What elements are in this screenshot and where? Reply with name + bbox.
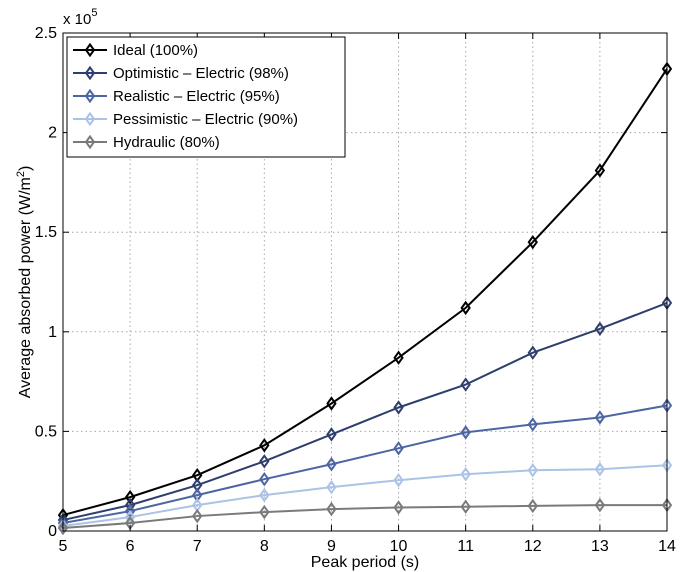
data-point: [259, 487, 270, 503]
data-point: [594, 497, 606, 513]
data-point: [259, 504, 270, 520]
legend-swatch-marker: [84, 65, 96, 81]
x-tick-label: 14: [658, 538, 676, 555]
series-line: [62, 504, 667, 530]
data-point: [527, 498, 538, 514]
data-point: [594, 410, 606, 425]
x-tick-label: 10: [390, 538, 408, 555]
data-point: [259, 454, 270, 469]
series-3: [57, 398, 673, 531]
data-point: [326, 479, 337, 495]
data-point: [594, 462, 606, 477]
data-point: [393, 400, 404, 415]
legend-swatch-marker: [84, 134, 96, 150]
y-axis-label-superscript: 2: [15, 171, 27, 177]
y-tick-label: 1: [48, 324, 57, 341]
legend-swatch-marker: [84, 88, 96, 104]
y-axis-label-close: ): [17, 166, 34, 171]
legend-entry: Hydraulic (80%): [73, 134, 220, 151]
data-point: [527, 345, 538, 360]
x-tick-label: 6: [126, 538, 135, 555]
data-point: [393, 441, 404, 456]
legend-entry: Realistic – Electric (95%): [73, 88, 280, 105]
data-point: [460, 300, 471, 316]
legend-entry: Optimistic – Electric (98%): [73, 65, 289, 82]
y-tick-label: 2.5: [35, 25, 57, 42]
series-line: [62, 464, 668, 528]
legend-swatch-marker: [84, 42, 96, 58]
data-point: [527, 463, 538, 478]
series-2: [57, 295, 673, 528]
x-tick-label: 7: [193, 538, 202, 555]
data-point: [192, 508, 203, 524]
data-point: [460, 425, 471, 440]
x-tick-label: 5: [59, 538, 68, 555]
x-tick-label: 8: [260, 538, 269, 555]
data-point: [57, 518, 69, 534]
data-point: [393, 472, 404, 488]
x-tick-label: 11: [457, 538, 474, 555]
series-layer: [57, 61, 673, 536]
data-point: [460, 499, 471, 514]
data-point: [393, 500, 404, 515]
data-point: [527, 234, 538, 250]
data-point: [259, 471, 270, 487]
series-line: [62, 68, 668, 517]
legend-swatch-marker: [84, 111, 96, 127]
legend-label: Hydraulic (80%): [113, 134, 220, 151]
y-tick-label: 1.5: [35, 224, 57, 241]
legend-label: Pessimistic – Electric (90%): [113, 111, 298, 128]
legend-box: [66, 36, 346, 158]
legend-entry: Pessimistic – Electric (90%): [73, 111, 298, 128]
y-multiplier-exponent: 5: [91, 7, 97, 19]
legend-entry: Ideal (100%): [73, 42, 198, 59]
legend-label: Ideal (100%): [113, 42, 198, 59]
data-point: [594, 163, 606, 178]
x-axis-label: Peak period (s): [311, 554, 420, 571]
series-line: [62, 301, 668, 522]
data-point: [594, 321, 606, 337]
data-point: [326, 396, 337, 411]
x-tick-label: 9: [327, 538, 336, 555]
y-axis-label: Average absorbed power (W/m2): [15, 166, 34, 399]
series-line: [62, 404, 668, 525]
data-point: [527, 417, 538, 432]
x-tick-labels: 5 6 7 8 9 10 11 12 13 14: [59, 538, 676, 555]
data-point: [326, 501, 337, 517]
data-point: [124, 489, 136, 505]
data-point: [393, 350, 404, 365]
data-point: [326, 427, 337, 442]
legend-label: Optimistic – Electric (98%): [113, 65, 289, 82]
data-point: [326, 457, 337, 472]
data-point: [57, 520, 69, 536]
y-tick-label: 0.5: [35, 423, 57, 440]
y-multiplier-label: x 105: [63, 7, 97, 28]
x-tick-label: 12: [524, 538, 542, 555]
series-4: [57, 458, 673, 534]
y-tick-labels: 0 0.5 1 1.5 2 2.5: [35, 25, 57, 540]
data-point: [259, 438, 270, 453]
x-tick-label: 13: [591, 538, 609, 555]
data-point: [460, 467, 471, 482]
y-tick-label: 0: [48, 523, 57, 540]
data-point: [460, 377, 471, 392]
plot-frame: [62, 32, 668, 532]
y-tick-label: 2: [48, 125, 57, 142]
legend-label: Realistic – Electric (95%): [113, 88, 280, 105]
legend: Ideal (100%) Optimistic – Electric (98%) R…: [66, 36, 346, 158]
